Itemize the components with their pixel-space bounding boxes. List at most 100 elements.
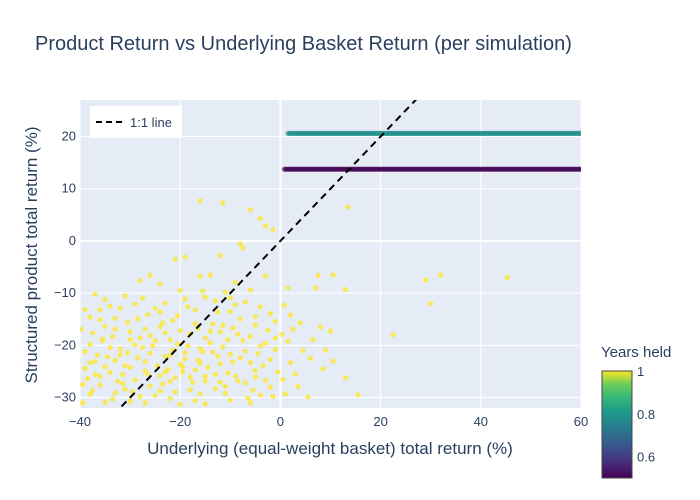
data-point [342, 286, 349, 293]
data-point [240, 245, 246, 251]
data-point [182, 296, 188, 302]
data-point [185, 304, 191, 310]
data-point [310, 337, 316, 343]
data-point [117, 346, 123, 352]
data-point [262, 273, 268, 279]
data-point [265, 327, 271, 333]
colorbar-tick-label: 0.6 [637, 450, 655, 465]
colorbar-ticks: 0.6 0.8 1 [637, 364, 655, 465]
data-point [122, 386, 128, 392]
data-point [220, 322, 226, 329]
data-point [257, 304, 263, 310]
data-point [287, 359, 294, 366]
capped-band [80, 95, 581, 99]
data-point [157, 373, 163, 379]
data-point [252, 374, 258, 380]
data-point [132, 301, 138, 307]
data-point [152, 338, 158, 344]
data-point [162, 300, 168, 306]
data-point [109, 396, 116, 402]
data-point [225, 370, 231, 376]
data-point [150, 343, 156, 349]
data-point [197, 273, 203, 280]
data-point [102, 323, 108, 329]
data-point [172, 389, 178, 395]
data-point [212, 386, 218, 392]
data-point [252, 322, 258, 328]
data-point [247, 400, 253, 406]
data-point [390, 332, 396, 338]
data-point [190, 379, 196, 386]
data-point [320, 366, 326, 372]
plot-area [80, 100, 581, 408]
data-point [127, 364, 133, 370]
data-point [267, 310, 273, 317]
data-point [262, 223, 268, 229]
data-point [428, 300, 434, 307]
data-point [192, 307, 198, 313]
data-point [137, 393, 143, 400]
data-point [80, 381, 86, 388]
data-point [222, 383, 228, 390]
data-point [112, 357, 118, 364]
data-point [315, 272, 321, 279]
data-point [167, 396, 173, 402]
data-point [217, 252, 223, 259]
data-point [272, 335, 278, 341]
data-point [237, 355, 243, 361]
data-point [157, 323, 163, 330]
data-point [89, 388, 96, 394]
data-point [132, 342, 138, 348]
data-point [222, 390, 228, 396]
data-point [227, 397, 233, 403]
data-point [145, 311, 151, 318]
data-point [109, 333, 116, 340]
data-point [260, 363, 266, 369]
reference-line-layer [118, 100, 418, 408]
data-point [182, 356, 188, 362]
data-point [215, 309, 221, 315]
y-tick-label: 20 [62, 129, 76, 144]
y-tick-label: −10 [54, 285, 76, 300]
data-point [342, 375, 349, 381]
x-tick-label: −40 [69, 414, 91, 429]
x-tick-label: 20 [373, 414, 387, 429]
data-point [210, 349, 216, 355]
data-point [237, 240, 243, 247]
x-tick-label: 60 [574, 414, 588, 429]
data-point [307, 355, 314, 362]
data-point [192, 398, 198, 404]
data-point [275, 369, 281, 375]
data-point [285, 338, 291, 344]
data-point [217, 329, 223, 335]
data-point [242, 380, 248, 386]
data-point [220, 344, 226, 350]
data-point [122, 363, 128, 369]
data-point [87, 314, 93, 320]
data-point [202, 378, 208, 384]
data-point [167, 378, 173, 384]
data-point [127, 329, 133, 335]
data-point [147, 272, 153, 279]
data-point [345, 204, 351, 210]
data-point [107, 303, 113, 309]
data-point [175, 341, 181, 347]
data-point [122, 293, 128, 299]
data-point [99, 336, 106, 342]
data-point [127, 398, 133, 404]
data-point [152, 305, 158, 311]
data-point [282, 391, 289, 397]
data-point [207, 340, 213, 346]
data-points [80, 95, 581, 407]
legend: 1:1 line [90, 106, 182, 138]
data-point [227, 351, 233, 357]
data-point [182, 254, 188, 260]
data-point [423, 277, 429, 283]
data-point [170, 317, 176, 323]
data-point [157, 309, 163, 315]
data-point [330, 358, 336, 364]
data-point [312, 285, 319, 291]
data-point [305, 394, 311, 400]
data-point [84, 376, 91, 382]
data-point [185, 343, 191, 349]
